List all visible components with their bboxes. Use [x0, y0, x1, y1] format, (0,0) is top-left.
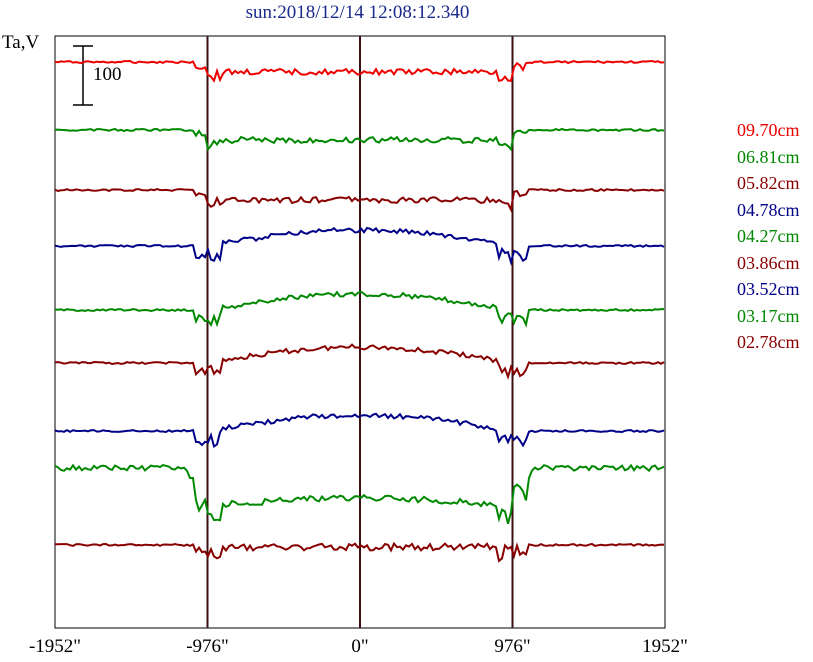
series-line-03.86cm: [54, 343, 665, 380]
x-tick-label: -1952": [28, 636, 82, 657]
x-tick-label: -976": [186, 636, 229, 657]
series-line-09.70cm: [54, 59, 665, 83]
x-tick-label: 976": [494, 636, 531, 657]
legend-item: 04.78cm: [737, 199, 800, 220]
series-line-03.52cm: [54, 412, 665, 449]
series-line-05.82cm: [54, 187, 665, 213]
x-tick-label: 0": [351, 636, 369, 657]
x-tick-label: 1952": [642, 636, 688, 657]
legend-item: 02.78cm: [737, 332, 800, 352]
series-line-04.27cm: [54, 290, 664, 328]
legend-item: 04.27cm: [737, 226, 800, 246]
legend: 09.70cm 06.81cm 05.82cm 04.78cm 04.27cm 03.86…: [737, 120, 800, 359]
legend-item: 05.82cm: [737, 173, 800, 193]
series-line-02.78cm: [55, 541, 665, 563]
legend-item: 03.52cm: [737, 279, 800, 299]
series-line-06.81cm: [54, 127, 665, 152]
y-axis-label: Ta,V: [2, 32, 40, 53]
legend-item: 03.17cm: [737, 305, 800, 326]
legend-item: 06.81cm: [737, 146, 800, 167]
scale-bar-label: 100: [93, 64, 122, 85]
legend-item: 09.70cm: [737, 120, 800, 140]
series-line-03.17cm: [54, 463, 665, 524]
legend-item: 03.86cm: [737, 252, 800, 273]
chart-title: sun:2018/12/14 12:08:12.340: [245, 2, 470, 23]
series-line-04.78cm: [54, 226, 665, 266]
